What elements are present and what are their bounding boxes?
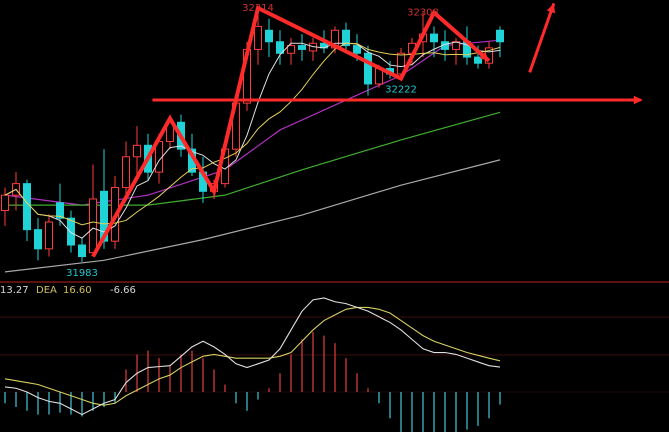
candle-up <box>89 198 97 254</box>
dea-value: 16.60 <box>63 285 92 296</box>
candle-down <box>496 29 504 43</box>
candle-down <box>298 45 306 50</box>
price-label: 32308 <box>407 8 439 19</box>
candle-up <box>45 221 53 250</box>
candle-up <box>287 45 295 54</box>
candle-up <box>1 194 9 211</box>
zigzag-trend-line <box>91 5 491 258</box>
candle-down <box>430 33 438 43</box>
dif-line <box>4 297 501 416</box>
resistance-arrowhead <box>633 95 643 105</box>
candle-down <box>56 202 64 219</box>
candle-up <box>397 52 405 75</box>
moving-average-line <box>4 159 501 273</box>
candles <box>1 8 504 262</box>
candle-down <box>353 45 361 54</box>
candle-down <box>78 244 86 258</box>
candle-up <box>122 156 130 188</box>
short-moving-averages <box>4 41 501 239</box>
up-arrowhead <box>546 3 556 14</box>
price-label: 32222 <box>385 85 417 96</box>
ma5-line <box>4 41 501 239</box>
dea-label: DEA <box>36 285 57 296</box>
candle-down <box>34 229 42 250</box>
zigzag-arrowhead <box>479 51 489 61</box>
candle-up <box>254 25 262 50</box>
moving-average-line <box>5 111 501 206</box>
annotations <box>91 2 643 258</box>
candle-down <box>23 183 31 231</box>
macd-panel <box>4 297 501 432</box>
price-label: 32314 <box>242 3 274 14</box>
dea-line <box>4 306 501 406</box>
macd-value: -6.66 <box>110 285 136 296</box>
ma10-line <box>4 42 501 226</box>
candle-down <box>276 41 284 54</box>
up-trend-arrow <box>528 2 556 73</box>
candle-up <box>133 144 141 158</box>
candle-down <box>265 29 273 43</box>
dif-value: 13.27 <box>0 285 29 296</box>
macd-legend: 13.27 DEA 16.60 -6.66 <box>0 285 136 296</box>
candle-down <box>364 52 372 85</box>
moving-average-line <box>4 39 501 206</box>
candle-down <box>100 190 108 242</box>
candle-down <box>67 217 75 246</box>
price-label: 31983 <box>66 268 98 279</box>
candle-down <box>474 56 482 64</box>
candle-down <box>342 29 350 47</box>
price-labels: 32314 32308 32222 31983 <box>66 3 439 279</box>
